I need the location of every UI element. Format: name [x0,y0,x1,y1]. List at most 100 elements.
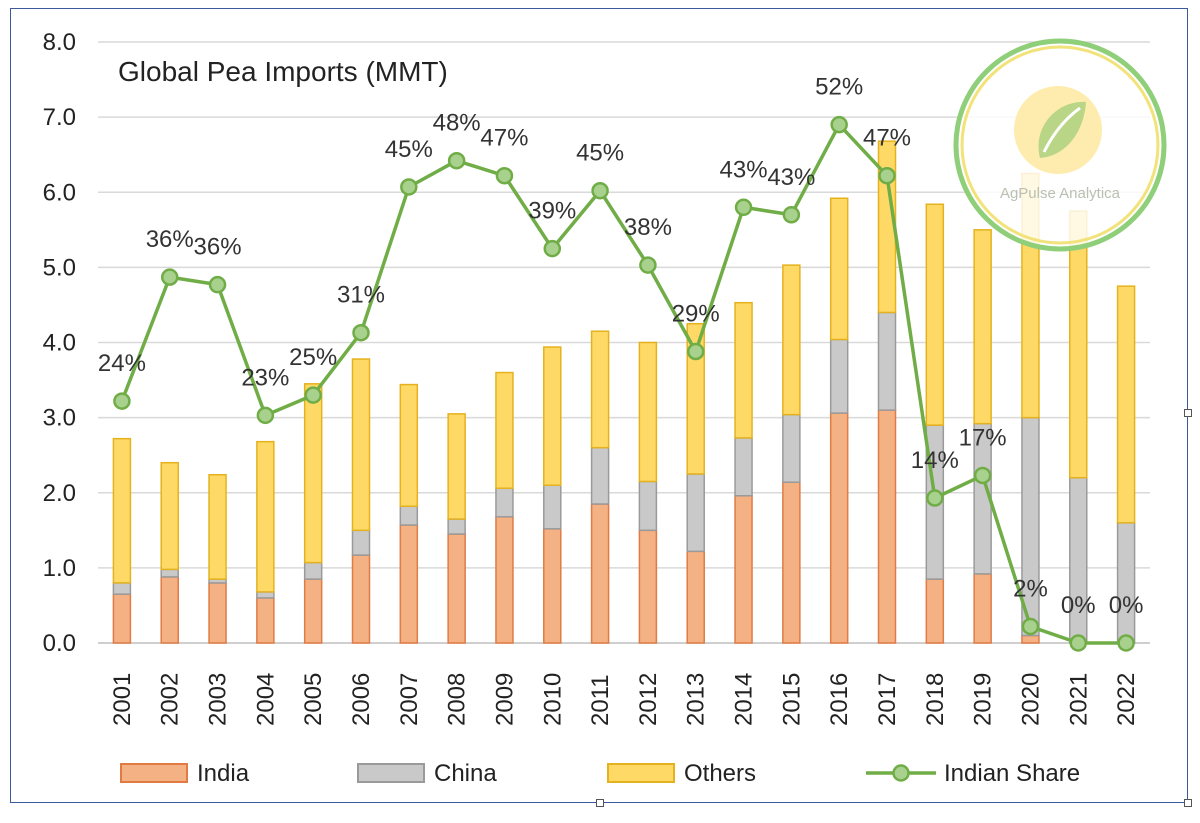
x-tick-label: 2007 [396,673,423,726]
x-tick-label: 2008 [444,673,471,726]
y-tick-label: 0.0 [43,630,76,657]
x-tick-label: 2021 [1065,673,1092,726]
bar-others-2007 [399,383,419,508]
bar-others-2022 [1116,285,1136,524]
data-label-2017: 47% [863,125,911,152]
indian-share-point-2011 [591,181,609,200]
indian-share-point-2016 [830,115,848,134]
legend-swatch-others [607,763,675,783]
bar-china-2016 [829,338,849,414]
bar-others-2009 [495,371,514,489]
data-label-2003: 36% [194,234,242,261]
indian-share-point-2013 [686,342,705,361]
y-tick-label: 6.0 [43,179,76,206]
bar-others-2003 [208,473,227,580]
x-tick-label: 2010 [539,673,566,726]
bar-india-2018 [925,578,945,644]
indian-share-point-2001 [113,392,131,410]
bar-india-2020 [1021,634,1040,644]
bar-india-2002 [160,576,179,644]
indian-share-point-2009 [495,166,514,185]
bar-china-2022 [1116,522,1136,644]
bar-india-2019 [973,573,992,644]
legend-swatch-china [357,763,425,783]
indian-share-point-2017 [878,166,896,185]
data-label-2006: 31% [337,282,385,309]
x-tick-label: 2002 [157,673,184,726]
data-label-2011: 45% [576,140,624,167]
x-tick-label: 2004 [252,673,279,726]
bar-others-2013 [686,322,705,475]
x-tick-label: 2016 [826,673,853,726]
data-label-2013: 29% [672,301,720,328]
y-tick-label: 7.0 [43,104,76,131]
indian-share-point-2005 [304,386,322,404]
bar-india-2014 [734,495,753,644]
data-label-2020: 2% [1013,575,1048,602]
legend-marker-indian-share [892,764,910,782]
bar-others-2002 [160,461,179,571]
bar-others-2006 [351,358,371,532]
bar-china-2002 [160,568,179,578]
data-label-2018: 14% [911,447,959,474]
bar-others-2021 [1069,210,1088,479]
resize-handle-corner[interactable] [1184,799,1192,807]
indian-share-point-2002 [160,268,179,286]
bar-india-2015 [782,481,801,644]
y-tick-label: 4.0 [43,330,76,357]
legend-label-china: China [434,760,497,787]
x-tick-label: 2013 [683,673,710,726]
legend-label-indian-share: Indian Share [944,760,1080,787]
bar-china-2017 [877,311,897,411]
x-tick-label: 2003 [205,673,232,726]
indian-share-point-2018 [926,489,944,507]
bar-china-2009 [495,487,514,518]
bar-india-2003 [208,582,227,644]
bar-china-2010 [543,484,562,530]
bar-china-2008 [447,518,466,535]
bar-others-2015 [782,264,801,416]
bar-india-2008 [447,533,466,644]
indian-share-point-2003 [208,275,227,294]
indian-share-polyline [120,122,1127,645]
indian-share-point-2015 [782,206,801,224]
x-tick-label: 2014 [731,673,758,726]
bar-others-2019 [973,229,992,425]
bar-others-2010 [543,346,562,486]
bar-china-2012 [638,480,658,532]
bars [112,140,1136,644]
x-tick-label: 2017 [874,673,901,726]
bar-india-2004 [256,597,275,644]
bar-china-2014 [734,437,753,497]
bar-china-2007 [399,505,419,526]
bar-india-2009 [495,516,514,644]
x-axis-ticks: 2001 2002 2003 2004 2005 2006 2007 2008 2009 2010… [109,673,1140,726]
y-tick-label: 8.0 [43,29,76,56]
x-tick-label: 2018 [922,673,949,726]
indian-share-point-2007 [400,178,418,196]
indian-share-point-2014 [734,198,753,217]
data-label-2021: 0% [1061,592,1096,619]
data-label-2005: 25% [289,344,337,371]
bar-china-2004 [256,591,275,599]
x-tick-label: 2022 [1113,673,1140,726]
resize-handle-right[interactable] [1184,409,1192,417]
legend-label-india: India [197,760,250,787]
resize-handle-bottom[interactable] [596,799,604,807]
bar-others-2005 [303,383,323,564]
data-label-2016: 52% [815,74,863,101]
indian-share-point-2006 [352,323,370,342]
bar-others-2004 [256,440,275,593]
data-label-2004: 23% [241,364,289,391]
x-tick-label: 2020 [1017,673,1044,726]
indian-share-point-2008 [447,151,466,170]
bar-china-2001 [112,582,132,595]
x-tick-label: 2009 [491,673,518,726]
indian-share-point-2019 [973,466,992,485]
y-tick-label: 5.0 [43,254,76,281]
bar-india-2007 [399,524,419,644]
watermark-logo: AgPulse Analytica [953,38,1167,252]
bar-india-2010 [543,528,562,644]
x-tick-label: 2019 [970,673,997,726]
